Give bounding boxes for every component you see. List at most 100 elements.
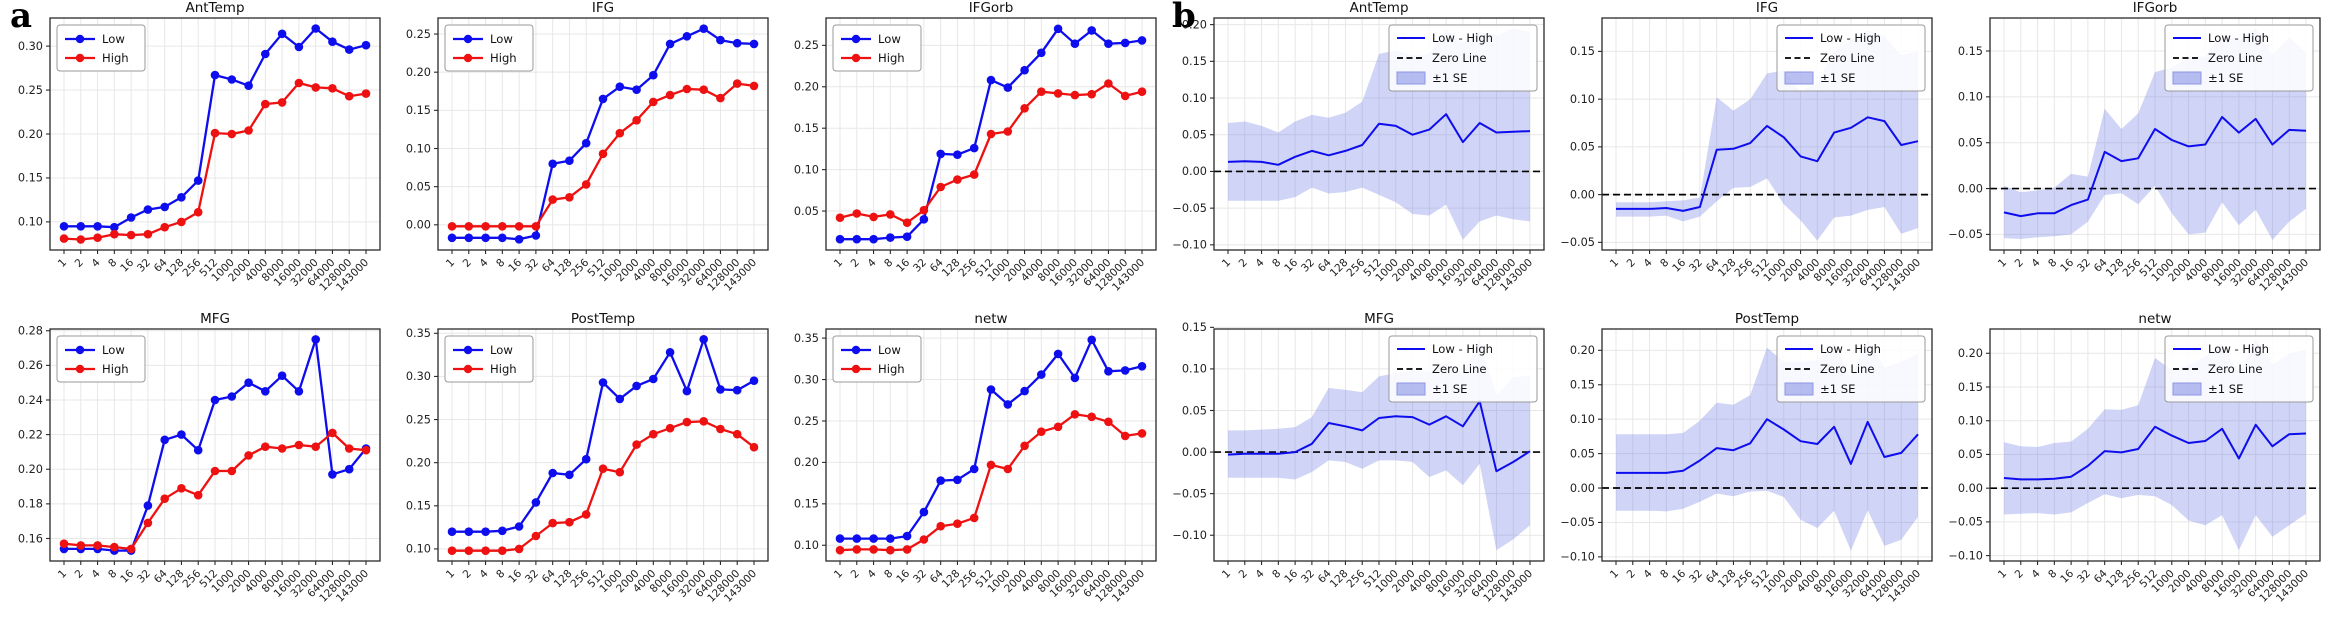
svg-text:High: High <box>878 51 905 65</box>
svg-text:0.15: 0.15 <box>1182 321 1207 334</box>
subplot-b-ifgorb: −0.05 0.00 0.05 0.10 0.15 1 2 4 8 16 32 64 128 256 512… <box>1940 0 2328 311</box>
svg-text:PostTemp: PostTemp <box>1735 311 1799 327</box>
svg-text:−0.10: −0.10 <box>1172 529 1207 542</box>
svg-text:Low - High: Low - High <box>1432 342 1493 356</box>
svg-text:Low: Low <box>102 32 125 46</box>
svg-text:Low - High: Low - High <box>1820 342 1881 356</box>
svg-text:0.15: 0.15 <box>1958 45 1983 58</box>
svg-text:Low - High: Low - High <box>2208 31 2269 45</box>
svg-text:0.00: 0.00 <box>1570 188 1595 201</box>
svg-text:AntTemp: AntTemp <box>185 0 244 16</box>
svg-text:0.05: 0.05 <box>794 205 819 218</box>
panel-b: −0.10 −0.05 0.00 0.05 0.10 0.15 0.20 1 2 4 8 16 32 64… <box>1164 0 2328 622</box>
panel-a: 0.10 0.15 0.20 0.25 0.30 1 2 4 8 16 32 64 128 256 512 1… <box>17 0 1164 622</box>
svg-text:0.20: 0.20 <box>406 66 431 79</box>
svg-text:0.15: 0.15 <box>794 122 819 135</box>
svg-text:0.15: 0.15 <box>1958 381 1983 394</box>
svg-text:±1 SE: ±1 SE <box>1820 71 1855 85</box>
svg-text:Zero Line: Zero Line <box>1820 362 1875 376</box>
svg-text:0.24: 0.24 <box>18 394 43 407</box>
svg-text:0.10: 0.10 <box>18 216 43 229</box>
svg-text:0.26: 0.26 <box>18 359 43 372</box>
svg-text:−0.10: −0.10 <box>1560 551 1595 564</box>
svg-text:Low - High: Low - High <box>1820 31 1881 45</box>
svg-text:−0.05: −0.05 <box>1560 516 1595 529</box>
svg-text:Low: Low <box>878 343 901 357</box>
svg-text:±1 SE: ±1 SE <box>2208 71 2243 85</box>
svg-text:IFG: IFG <box>1756 0 1778 16</box>
subplot-b-ifg: −0.05 0.00 0.05 0.10 0.15 1 2 4 8 16 32 64 128 256 512… <box>1552 0 1940 311</box>
svg-text:0.25: 0.25 <box>794 415 819 428</box>
svg-text:Zero Line: Zero Line <box>2208 51 2263 65</box>
svg-text:0.28: 0.28 <box>18 325 43 338</box>
svg-text:0.00: 0.00 <box>1958 182 1983 195</box>
svg-text:0.05: 0.05 <box>1570 447 1595 460</box>
svg-text:0.10: 0.10 <box>1182 363 1207 376</box>
svg-text:High: High <box>102 51 129 65</box>
svg-text:0.10: 0.10 <box>1570 413 1595 426</box>
svg-text:0.15: 0.15 <box>18 172 43 185</box>
svg-text:0.05: 0.05 <box>1182 129 1207 142</box>
svg-text:−0.05: −0.05 <box>1560 236 1595 249</box>
svg-text:0.10: 0.10 <box>406 142 431 155</box>
svg-text:0.05: 0.05 <box>1958 137 1983 150</box>
subplot-a-netw: 0.10 0.15 0.20 0.25 0.30 0.35 1 2 4 8 16 32 64 128 256… <box>776 311 1164 622</box>
svg-text:0.00: 0.00 <box>1182 165 1207 178</box>
svg-text:Zero Line: Zero Line <box>2208 362 2263 376</box>
svg-text:0.00: 0.00 <box>1182 446 1207 459</box>
svg-text:0.10: 0.10 <box>1958 91 1983 104</box>
svg-text:0.00: 0.00 <box>406 219 431 232</box>
svg-text:Low - High: Low - High <box>2208 342 2269 356</box>
svg-text:0.20: 0.20 <box>1958 347 1983 360</box>
svg-text:0.30: 0.30 <box>794 373 819 386</box>
svg-text:0.22: 0.22 <box>18 428 43 441</box>
subplot-b-netw: −0.10 −0.05 0.00 0.05 0.10 0.15 0.20 1 2 4 8 16 32 64… <box>1940 311 2328 622</box>
svg-text:0.30: 0.30 <box>406 370 431 383</box>
svg-text:0.20: 0.20 <box>18 463 43 476</box>
svg-text:0.05: 0.05 <box>1182 404 1207 417</box>
subplot-b-posttemp: −0.10 −0.05 0.00 0.05 0.10 0.15 0.20 1 2 4 8 16 32 64… <box>1552 311 1940 622</box>
subplot-a-ifg: 0.00 0.05 0.10 0.15 0.20 0.25 1 2 4 8 16 32 64 128 256… <box>388 0 776 311</box>
svg-text:IFGorb: IFGorb <box>969 0 1014 16</box>
panel-a-label: a <box>10 0 33 36</box>
svg-text:±1 SE: ±1 SE <box>2208 382 2243 396</box>
svg-text:±1 SE: ±1 SE <box>1432 382 1467 396</box>
svg-text:Low: Low <box>490 32 513 46</box>
svg-text:0.20: 0.20 <box>18 128 43 141</box>
svg-text:0.25: 0.25 <box>406 413 431 426</box>
svg-text:0.30: 0.30 <box>18 40 43 53</box>
svg-text:0.16: 0.16 <box>18 532 43 545</box>
svg-text:0.15: 0.15 <box>1570 379 1595 392</box>
svg-text:0.20: 0.20 <box>1182 18 1207 31</box>
svg-text:0.25: 0.25 <box>794 39 819 52</box>
svg-text:0.18: 0.18 <box>18 498 43 511</box>
svg-text:IFGorb: IFGorb <box>2133 0 2178 16</box>
svg-text:−0.05: −0.05 <box>1948 516 1983 529</box>
svg-text:netw: netw <box>2138 311 2171 327</box>
svg-text:Low - High: Low - High <box>1432 31 1493 45</box>
svg-text:±1 SE: ±1 SE <box>1432 71 1467 85</box>
svg-text:0.15: 0.15 <box>794 498 819 511</box>
svg-text:0.35: 0.35 <box>794 332 819 345</box>
svg-text:0.10: 0.10 <box>794 539 819 552</box>
svg-text:−0.10: −0.10 <box>1172 239 1207 252</box>
svg-text:−0.05: −0.05 <box>1948 228 1983 241</box>
svg-text:±1 SE: ±1 SE <box>1820 382 1855 396</box>
svg-text:0.20: 0.20 <box>1570 344 1595 357</box>
svg-text:0.10: 0.10 <box>406 543 431 556</box>
svg-text:MFG: MFG <box>200 311 230 327</box>
svg-text:PostTemp: PostTemp <box>571 311 635 327</box>
svg-text:0.15: 0.15 <box>406 500 431 513</box>
svg-text:0.10: 0.10 <box>1182 92 1207 105</box>
svg-text:Low: Low <box>102 343 125 357</box>
svg-text:0.05: 0.05 <box>406 180 431 193</box>
subplot-a-posttemp: 0.10 0.15 0.20 0.25 0.30 0.35 1 2 4 8 16 32 64 128 256… <box>388 311 776 622</box>
svg-text:0.25: 0.25 <box>406 28 431 41</box>
panel-b-label: b <box>1172 0 1196 36</box>
subplot-b-mfg: −0.10 −0.05 0.00 0.05 0.10 0.15 1 2 4 8 16 32 64 128 2… <box>1164 311 1552 622</box>
svg-text:IFG: IFG <box>592 0 614 16</box>
svg-text:High: High <box>878 362 905 376</box>
svg-text:0.10: 0.10 <box>1570 93 1595 106</box>
subplot-a-ifgorb: 0.05 0.10 0.15 0.20 0.25 1 2 4 8 16 32 64 128 256 512 1… <box>776 0 1164 311</box>
